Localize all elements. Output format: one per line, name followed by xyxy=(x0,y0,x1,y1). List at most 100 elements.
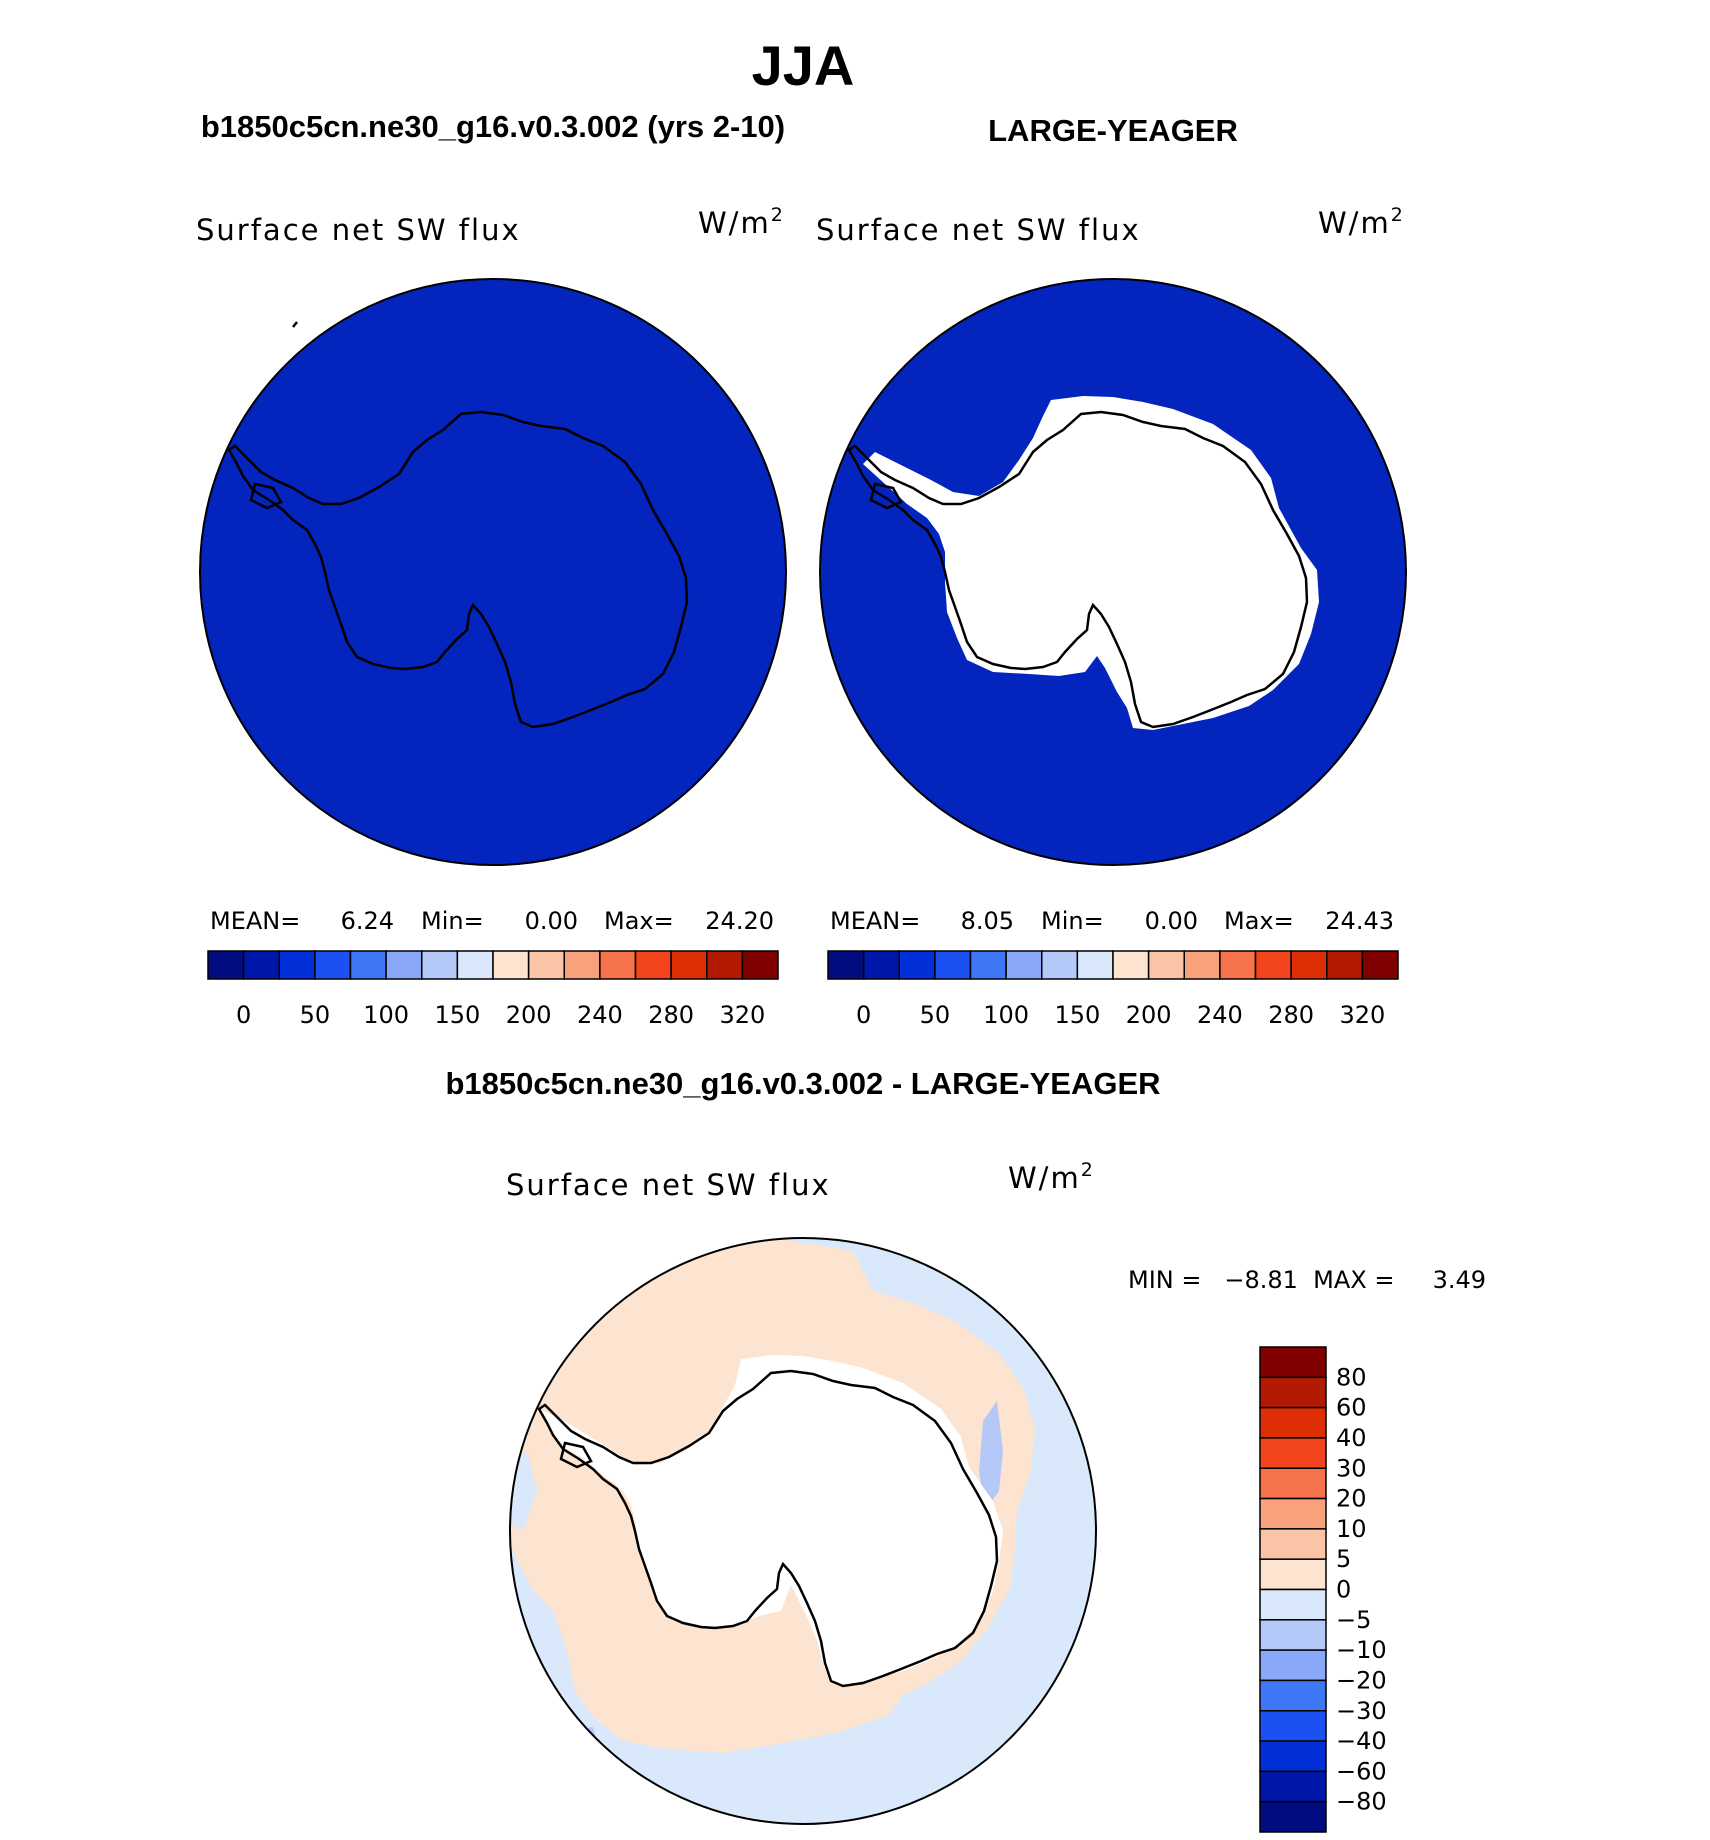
diff-colorbar-box xyxy=(1259,1528,1327,1560)
left-colorbar-tick-label: 200 xyxy=(506,1001,552,1029)
diff-colorbar-box xyxy=(1259,1710,1327,1742)
right-colorbar-box xyxy=(1041,950,1079,980)
diff-colorbar-box xyxy=(1259,1649,1327,1682)
diff-colorbar-tick-label: 10 xyxy=(1336,1515,1367,1543)
right-colorbar-tick-label: 280 xyxy=(1268,1001,1314,1029)
left-colorbar xyxy=(207,950,779,980)
left-colorbar-box xyxy=(599,950,637,980)
right-colorbar-box xyxy=(969,950,1007,980)
left-colorbar-box xyxy=(207,950,245,980)
diff-colorbar-box xyxy=(1259,1740,1327,1773)
right-colorbar-box xyxy=(827,950,865,980)
right-colorbar-box xyxy=(1147,950,1185,980)
left-colorbar-box xyxy=(527,950,565,980)
left-max-value: 24.20 xyxy=(705,907,774,935)
right-min-value: 0.00 xyxy=(1145,907,1198,935)
diff-variable-label: Surface net SW flux xyxy=(506,1168,831,1202)
left-colorbar-tick-label: 320 xyxy=(719,1001,765,1029)
diff-colorbar-tick-label: 5 xyxy=(1336,1545,1351,1573)
diff-colorbar-box xyxy=(1259,1497,1327,1530)
left-colorbar-box xyxy=(563,950,601,980)
right-colorbar-tick-label: 50 xyxy=(920,1001,951,1029)
left-colorbar-tick-label: 280 xyxy=(648,1001,694,1029)
left-min-label: Min= xyxy=(421,907,484,935)
right-colorbar-box xyxy=(1112,950,1150,980)
right-mean-label: MEAN= xyxy=(830,907,920,935)
left-panel-title: b1850c5cn.ne30_g16.v0.3.002 (yrs 2-10) xyxy=(201,109,785,144)
right-max-value: 24.43 xyxy=(1325,907,1394,935)
page-title: JJA xyxy=(752,34,855,97)
left-colorbar-box xyxy=(385,950,423,980)
diff-units-label: W/m2 xyxy=(1008,1159,1095,1195)
left-colorbar-box xyxy=(741,950,779,980)
right-colorbar-box xyxy=(1254,950,1292,980)
left-colorbar-tick-label: 0 xyxy=(236,1001,251,1029)
left-colorbar-ticks: 0 50 100 150 200 240 280 320 xyxy=(236,1001,765,1029)
right-colorbar-tick-label: 0 xyxy=(856,1001,871,1029)
diff-colorbar-box xyxy=(1259,1437,1327,1469)
right-map-border xyxy=(819,278,1407,866)
right-mean-value: 8.05 xyxy=(961,907,1014,935)
right-colorbar-tick-label: 100 xyxy=(983,1001,1029,1029)
left-colorbar-box xyxy=(349,950,387,980)
left-units-label: W/m2 xyxy=(698,204,785,240)
left-colorbar-box xyxy=(278,950,316,980)
left-coastline xyxy=(227,321,689,729)
right-colorbar-box xyxy=(898,950,936,980)
left-ocean-field xyxy=(200,279,786,865)
right-colorbar-tick-label: 320 xyxy=(1339,1001,1385,1029)
left-variable-label: Surface net SW flux xyxy=(196,213,521,247)
diff-colorbar-tick-label: 30 xyxy=(1336,1454,1367,1482)
diff-colorbar-box xyxy=(1259,1558,1327,1591)
left-colorbar-tick-label: 50 xyxy=(300,1001,331,1029)
right-colorbar-tick-label: 240 xyxy=(1197,1001,1243,1029)
left-min-value: 0.00 xyxy=(525,907,578,935)
left-colorbar-box xyxy=(706,950,744,980)
diff-colorbar-box xyxy=(1259,1406,1327,1439)
left-map-border xyxy=(199,278,787,866)
diff-colorbar-box xyxy=(1259,1376,1327,1409)
right-units-label: W/m2 xyxy=(1318,204,1405,240)
right-variable-label: Surface net SW flux xyxy=(816,213,1141,247)
diff-colorbar-tick-label: 40 xyxy=(1336,1424,1367,1452)
right-min-label: Min= xyxy=(1041,907,1104,935)
diff-colorbar-box xyxy=(1259,1619,1327,1651)
diff-colorbar-tick-label: −5 xyxy=(1336,1606,1371,1634)
right-max-label: Max= xyxy=(1224,907,1294,935)
diff-panel-title: b1850c5cn.ne30_g16.v0.3.002 - LARGE-YEAG… xyxy=(445,1066,1160,1101)
diff-colorbar xyxy=(1259,1346,1327,1833)
right-colorbar-box xyxy=(1183,950,1221,980)
diff-colorbar-tick-label: 60 xyxy=(1336,1394,1367,1422)
diff-colorbar-box xyxy=(1259,1588,1327,1621)
diff-colorbar-box xyxy=(1259,1467,1327,1500)
diff-map-border xyxy=(509,1237,1097,1825)
diff-colorbar-tick-label: −60 xyxy=(1336,1757,1387,1785)
right-panel-title: LARGE-YEAGER xyxy=(988,113,1238,148)
diff-colorbar-tick-label: 80 xyxy=(1336,1363,1367,1391)
right-stats: MEAN= 8.05 Min= 0.00 Max= 24.43 xyxy=(830,907,1394,935)
left-colorbar-box xyxy=(492,950,530,980)
left-mean-value: 6.24 xyxy=(341,907,394,935)
right-colorbar-box xyxy=(1076,950,1114,980)
right-colorbar-box xyxy=(1219,950,1257,980)
left-colorbar-tick-label: 100 xyxy=(363,1001,409,1029)
left-colorbar-box xyxy=(421,950,459,980)
left-colorbar-tick-label: 150 xyxy=(434,1001,480,1029)
left-colorbar-box xyxy=(456,950,494,980)
diff-colorbar-tick-label: 0 xyxy=(1336,1576,1351,1604)
right-colorbar-box xyxy=(862,950,900,980)
right-colorbar-box xyxy=(1326,950,1364,980)
right-colorbar-box xyxy=(1361,950,1399,980)
left-mean-label: MEAN= xyxy=(210,907,300,935)
diff-colorbar-box xyxy=(1259,1346,1327,1379)
diff-colorbar-box xyxy=(1259,1679,1327,1712)
diff-colorbar-tick-label: −10 xyxy=(1336,1636,1387,1664)
diff-colorbar-box xyxy=(1259,1800,1327,1833)
diff-colorbar-tick-label: −20 xyxy=(1336,1666,1387,1694)
left-colorbar-box xyxy=(634,950,672,980)
diff-polar-map xyxy=(509,1237,1097,1825)
diff-colorbar-tick-label: −30 xyxy=(1336,1697,1387,1725)
left-colorbar-tick-label: 240 xyxy=(577,1001,623,1029)
